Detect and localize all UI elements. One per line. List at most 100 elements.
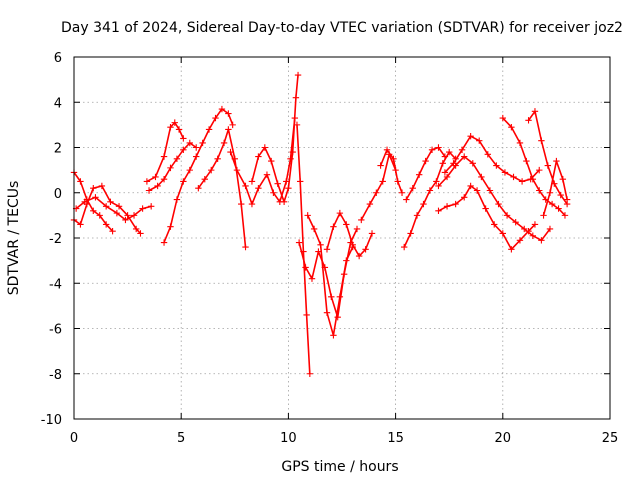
data-point bbox=[139, 205, 146, 212]
data-point bbox=[242, 182, 249, 190]
data-point bbox=[167, 164, 174, 172]
series-arc-20 bbox=[435, 153, 554, 244]
data-point bbox=[317, 241, 324, 248]
data-point bbox=[373, 189, 380, 196]
data-point bbox=[383, 146, 391, 153]
data-point bbox=[403, 196, 410, 203]
y-tick-label: -10 bbox=[41, 413, 62, 428]
data-point bbox=[555, 205, 562, 212]
x-tick-label: 5 bbox=[177, 431, 185, 446]
data-point bbox=[255, 185, 262, 192]
data-point bbox=[503, 212, 511, 219]
data-point bbox=[355, 252, 363, 260]
data-point bbox=[336, 209, 344, 217]
series-line bbox=[148, 142, 197, 192]
data-point bbox=[482, 205, 489, 212]
data-point bbox=[102, 221, 110, 228]
series-line bbox=[251, 75, 299, 203]
data-point bbox=[77, 178, 84, 185]
data-point bbox=[476, 137, 483, 144]
data-point bbox=[92, 194, 99, 201]
data-point bbox=[295, 239, 303, 246]
data-point bbox=[109, 228, 116, 235]
data-point bbox=[225, 110, 232, 117]
data-point bbox=[323, 309, 331, 316]
data-point bbox=[248, 178, 256, 185]
x-tick-label: 25 bbox=[602, 431, 619, 446]
data-point bbox=[529, 175, 537, 183]
data-point bbox=[435, 144, 442, 151]
y-tick-label: 4 bbox=[54, 96, 62, 111]
data-point bbox=[227, 148, 234, 156]
data-point bbox=[491, 221, 498, 228]
data-point bbox=[270, 189, 277, 196]
data-point bbox=[368, 230, 376, 237]
data-point bbox=[102, 203, 110, 210]
data-point bbox=[212, 114, 219, 122]
data-point bbox=[218, 105, 226, 113]
data-point bbox=[283, 178, 290, 185]
data-point bbox=[435, 207, 442, 215]
data-point bbox=[390, 155, 397, 163]
data-point bbox=[160, 239, 168, 246]
data-point bbox=[205, 126, 213, 133]
series-arc-16 bbox=[400, 148, 459, 251]
y-tick-label: 0 bbox=[54, 187, 62, 202]
y-tick-label: -6 bbox=[49, 323, 62, 338]
data-point bbox=[296, 178, 304, 185]
data-point bbox=[531, 108, 539, 115]
data-point bbox=[413, 212, 421, 219]
series-arc-17 bbox=[403, 144, 449, 203]
data-point bbox=[115, 203, 123, 210]
data-point bbox=[152, 173, 159, 181]
data-point bbox=[268, 157, 275, 165]
data-point bbox=[538, 237, 545, 244]
data-point bbox=[130, 212, 138, 219]
data-point bbox=[443, 173, 451, 181]
data-point bbox=[409, 185, 416, 192]
data-point bbox=[90, 207, 97, 215]
data-point bbox=[343, 221, 350, 228]
series-arc-15 bbox=[377, 146, 406, 196]
series-arc-13 bbox=[323, 209, 376, 260]
data-series bbox=[70, 71, 571, 377]
data-point bbox=[546, 225, 554, 233]
data-point bbox=[343, 257, 350, 264]
data-point bbox=[280, 198, 288, 205]
series-arc-22 bbox=[525, 108, 571, 208]
data-point bbox=[394, 178, 401, 185]
data-point bbox=[516, 139, 524, 147]
data-point bbox=[428, 146, 436, 153]
series-arc-05 bbox=[160, 105, 236, 246]
data-point bbox=[98, 182, 106, 190]
data-point bbox=[180, 146, 187, 153]
data-point bbox=[186, 139, 193, 147]
data-point bbox=[441, 153, 449, 160]
data-point bbox=[336, 293, 344, 301]
data-point bbox=[508, 246, 515, 253]
data-point bbox=[330, 223, 337, 230]
data-point bbox=[407, 230, 414, 237]
data-point bbox=[461, 153, 468, 160]
data-point bbox=[96, 212, 103, 219]
data-point bbox=[145, 187, 153, 194]
data-point bbox=[323, 246, 331, 253]
data-point bbox=[557, 191, 564, 199]
series-line bbox=[73, 185, 142, 235]
data-point bbox=[330, 332, 337, 339]
data-point bbox=[349, 241, 356, 248]
data-point bbox=[516, 237, 524, 244]
series-line bbox=[379, 149, 403, 194]
data-point bbox=[160, 153, 168, 160]
series-arc-12 bbox=[304, 212, 356, 339]
data-point bbox=[452, 200, 459, 208]
x-tick-label: 10 bbox=[280, 431, 297, 446]
data-point bbox=[400, 243, 408, 251]
data-point bbox=[304, 212, 311, 219]
data-point bbox=[398, 189, 406, 196]
data-point bbox=[458, 146, 466, 153]
data-point bbox=[147, 203, 155, 210]
data-point bbox=[302, 264, 309, 271]
data-point bbox=[422, 157, 429, 165]
